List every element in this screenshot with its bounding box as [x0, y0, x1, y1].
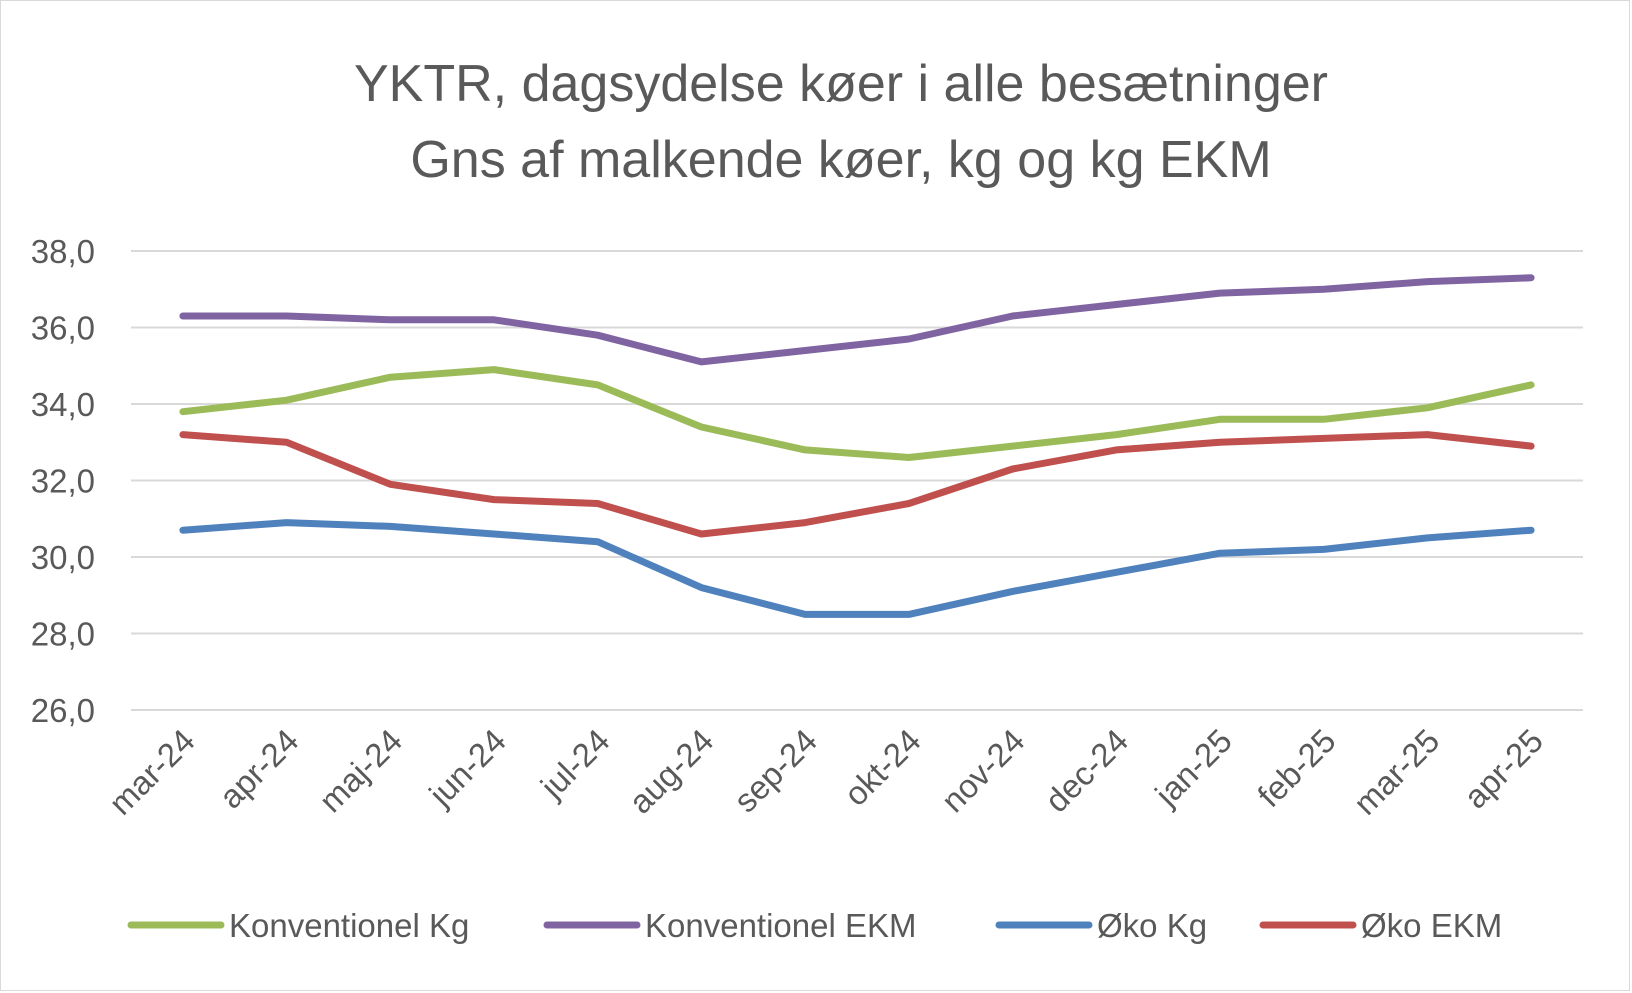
x-tick-label: jun-24 — [421, 722, 513, 814]
x-axis-ticks: mar-24 apr-24 maj-24 jun-24 jul-24 aug-24 sep-… — [102, 722, 1550, 822]
x-tick-label: apr-25 — [1456, 722, 1550, 816]
x-tick-label: jul-24 — [533, 722, 617, 806]
x-tick-label: okt-24 — [837, 722, 928, 813]
legend-label: Øko EKM — [1361, 907, 1502, 944]
y-tick-label: 26,0 — [31, 692, 95, 729]
series-line — [179, 274, 1535, 366]
legend-label: Konventionel EKM — [645, 907, 917, 944]
series-line — [179, 366, 1535, 461]
legend-item: Øko Kg — [995, 907, 1207, 944]
x-tick-label: sep-24 — [727, 722, 825, 820]
legend-label: Konventionel Kg — [229, 907, 469, 944]
x-tick-label: nov-24 — [934, 722, 1032, 820]
x-tick-label: apr-24 — [212, 722, 306, 816]
x-tick-label: mar-24 — [102, 722, 202, 822]
series-line — [179, 431, 1535, 538]
x-tick-label: aug-24 — [622, 722, 721, 821]
x-tick-label: dec-24 — [1038, 722, 1136, 820]
chart-title-line-2: Gns af malkende køer, kg og kg EKM — [410, 131, 1271, 189]
legend-item: Øko EKM — [1259, 907, 1502, 944]
legend-item: Konventionel EKM — [543, 907, 917, 944]
y-tick-label: 32,0 — [31, 463, 95, 500]
y-tick-label: 30,0 — [31, 539, 95, 576]
chart-title-line-1: YKTR, dagsydelse køer i alle besætninger — [354, 55, 1328, 113]
y-tick-label: 36,0 — [31, 310, 95, 347]
legend: Konventionel Kg Konventionel EKM Øko Kg Øko… — [127, 907, 1502, 944]
y-tick-label: 28,0 — [31, 616, 95, 653]
legend-item: Konventionel Kg — [127, 907, 469, 944]
chart-title: YKTR, dagsydelse køer i alle besætninger… — [354, 55, 1328, 189]
series-line — [179, 519, 1535, 618]
y-axis-ticks: 26,0 28,0 30,0 32,0 34,0 36,0 38,0 — [31, 233, 95, 729]
x-tick-label: maj-24 — [312, 722, 409, 819]
x-tick-label: mar-25 — [1346, 722, 1446, 822]
x-tick-label: feb-25 — [1250, 722, 1342, 814]
series-lines — [179, 274, 1535, 618]
x-tick-label: jan-25 — [1147, 722, 1239, 814]
y-tick-label: 38,0 — [31, 233, 95, 270]
legend-label: Øko Kg — [1097, 907, 1207, 944]
y-tick-label: 34,0 — [31, 386, 95, 423]
